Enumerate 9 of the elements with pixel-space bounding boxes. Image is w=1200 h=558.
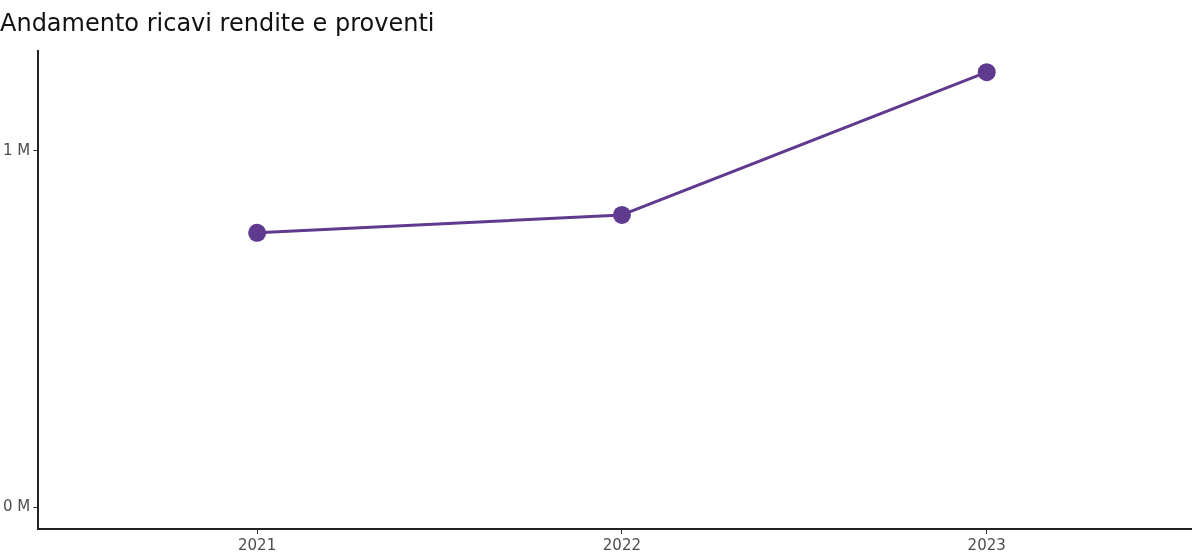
y-tick-label: 0 M (2, 497, 31, 516)
x-tick-label: 2023 (967, 535, 1006, 554)
x-tick-label: 2021 (238, 535, 277, 554)
x-tick-label: 2022 (602, 535, 642, 554)
point (612, 205, 631, 224)
point (248, 223, 267, 242)
y-tick-label: 1 M (2, 140, 31, 159)
chart-title: Andamento ricavi rendite e proventi (0, 8, 435, 37)
point (977, 63, 996, 82)
